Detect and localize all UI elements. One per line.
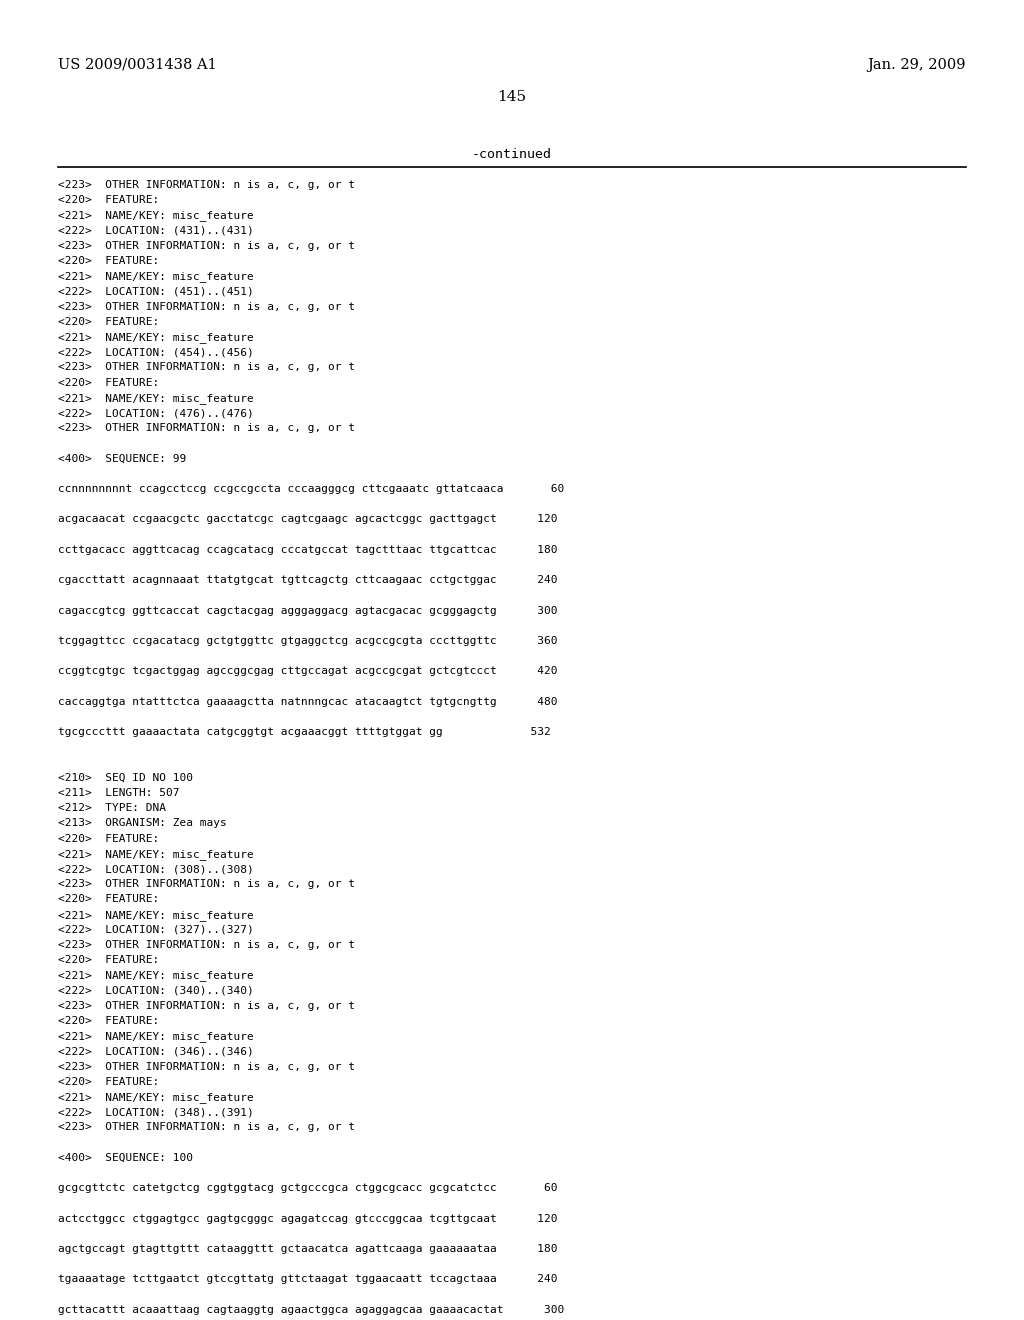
Text: <221>  NAME/KEY: misc_feature: <221> NAME/KEY: misc_feature (58, 909, 254, 920)
Text: <220>  FEATURE:: <220> FEATURE: (58, 378, 160, 388)
Text: <223>  OTHER INFORMATION: n is a, c, g, or t: <223> OTHER INFORMATION: n is a, c, g, o… (58, 879, 355, 890)
Text: <221>  NAME/KEY: misc_feature: <221> NAME/KEY: misc_feature (58, 1031, 254, 1041)
Text: actcctggcc ctggagtgcc gagtgcgggc agagatccag gtcccggcaa tcgttgcaat      120: actcctggcc ctggagtgcc gagtgcgggc agagatc… (58, 1213, 557, 1224)
Text: Jan. 29, 2009: Jan. 29, 2009 (867, 58, 966, 73)
Text: cagaccgtcg ggttcaccat cagctacgag agggaggacg agtacgacac gcgggagctg      300: cagaccgtcg ggttcaccat cagctacgag agggagg… (58, 606, 557, 615)
Text: agctgccagt gtagttgttt cataaggttt gctaacatca agattcaaga gaaaaaataa      180: agctgccagt gtagttgttt cataaggttt gctaaca… (58, 1243, 557, 1254)
Text: <223>  OTHER INFORMATION: n is a, c, g, or t: <223> OTHER INFORMATION: n is a, c, g, o… (58, 1001, 355, 1011)
Text: <222>  LOCATION: (454)..(456): <222> LOCATION: (454)..(456) (58, 347, 254, 358)
Text: <400>  SEQUENCE: 99: <400> SEQUENCE: 99 (58, 454, 186, 463)
Text: <221>  NAME/KEY: misc_feature: <221> NAME/KEY: misc_feature (58, 970, 254, 981)
Text: <221>  NAME/KEY: misc_feature: <221> NAME/KEY: misc_feature (58, 393, 254, 404)
Text: <222>  LOCATION: (431)..(431): <222> LOCATION: (431)..(431) (58, 226, 254, 235)
Text: 145: 145 (498, 90, 526, 104)
Text: caccaggtga ntatttctca gaaaagctta natnnngcac atacaagtct tgtgcngttg      480: caccaggtga ntatttctca gaaaagctta natnnng… (58, 697, 557, 706)
Text: <220>  FEATURE:: <220> FEATURE: (58, 1016, 160, 1026)
Text: <221>  NAME/KEY: misc_feature: <221> NAME/KEY: misc_feature (58, 333, 254, 343)
Text: <221>  NAME/KEY: misc_feature: <221> NAME/KEY: misc_feature (58, 849, 254, 859)
Text: acgacaacat ccgaacgctc gacctatcgc cagtcgaagc agcactcggc gacttgagct      120: acgacaacat ccgaacgctc gacctatcgc cagtcga… (58, 515, 557, 524)
Text: <223>  OTHER INFORMATION: n is a, c, g, or t: <223> OTHER INFORMATION: n is a, c, g, o… (58, 1122, 355, 1133)
Text: <220>  FEATURE:: <220> FEATURE: (58, 1077, 160, 1086)
Text: <220>  FEATURE:: <220> FEATURE: (58, 256, 160, 267)
Text: gcgcgttctc catetgctcg cggtggtacg gctgcccgca ctggcgcacc gcgcatctcc       60: gcgcgttctc catetgctcg cggtggtacg gctgccc… (58, 1183, 557, 1193)
Text: <212>  TYPE: DNA: <212> TYPE: DNA (58, 803, 166, 813)
Text: ccttgacacc aggttcacag ccagcatacg cccatgccat tagctttaac ttgcattcac      180: ccttgacacc aggttcacag ccagcatacg cccatgc… (58, 545, 557, 554)
Text: tcggagttcc ccgacatacg gctgtggttc gtgaggctcg acgccgcgta cccttggttc      360: tcggagttcc ccgacatacg gctgtggttc gtgaggc… (58, 636, 557, 645)
Text: <220>  FEATURE:: <220> FEATURE: (58, 956, 160, 965)
Text: -continued: -continued (472, 148, 552, 161)
Text: tgcgcccttt gaaaactata catgcggtgt acgaaacggt ttttgtggat gg             532: tgcgcccttt gaaaactata catgcggtgt acgaaac… (58, 727, 551, 737)
Text: <222>  LOCATION: (346)..(346): <222> LOCATION: (346)..(346) (58, 1047, 254, 1056)
Text: <220>  FEATURE:: <220> FEATURE: (58, 195, 160, 205)
Text: <223>  OTHER INFORMATION: n is a, c, g, or t: <223> OTHER INFORMATION: n is a, c, g, o… (58, 301, 355, 312)
Text: <223>  OTHER INFORMATION: n is a, c, g, or t: <223> OTHER INFORMATION: n is a, c, g, o… (58, 363, 355, 372)
Text: ccnnnnnnnnt ccagcctccg ccgccgccta cccaagggcg cttcgaaatc gttatcaaca       60: ccnnnnnnnnt ccagcctccg ccgccgccta cccaag… (58, 484, 564, 494)
Text: <222>  LOCATION: (308)..(308): <222> LOCATION: (308)..(308) (58, 865, 254, 874)
Text: <223>  OTHER INFORMATION: n is a, c, g, or t: <223> OTHER INFORMATION: n is a, c, g, o… (58, 940, 355, 950)
Text: <221>  NAME/KEY: misc_feature: <221> NAME/KEY: misc_feature (58, 210, 254, 222)
Text: <221>  NAME/KEY: misc_feature: <221> NAME/KEY: misc_feature (58, 1092, 254, 1104)
Text: <220>  FEATURE:: <220> FEATURE: (58, 895, 160, 904)
Text: <223>  OTHER INFORMATION: n is a, c, g, or t: <223> OTHER INFORMATION: n is a, c, g, o… (58, 1061, 355, 1072)
Text: <222>  LOCATION: (348)..(391): <222> LOCATION: (348)..(391) (58, 1107, 254, 1117)
Text: ccggtcgtgc tcgactggag agccggcgag cttgccagat acgccgcgat gctcgtccct      420: ccggtcgtgc tcgactggag agccggcgag cttgcca… (58, 667, 557, 676)
Text: <220>  FEATURE:: <220> FEATURE: (58, 834, 160, 843)
Text: gcttacattt acaaattaag cagtaaggtg agaactggca agaggagcaa gaaaacactat      300: gcttacattt acaaattaag cagtaaggtg agaactg… (58, 1304, 564, 1315)
Text: <400>  SEQUENCE: 100: <400> SEQUENCE: 100 (58, 1152, 193, 1163)
Text: <223>  OTHER INFORMATION: n is a, c, g, or t: <223> OTHER INFORMATION: n is a, c, g, o… (58, 424, 355, 433)
Text: <222>  LOCATION: (327)..(327): <222> LOCATION: (327)..(327) (58, 925, 254, 935)
Text: <220>  FEATURE:: <220> FEATURE: (58, 317, 160, 327)
Text: <222>  LOCATION: (451)..(451): <222> LOCATION: (451)..(451) (58, 286, 254, 297)
Text: US 2009/0031438 A1: US 2009/0031438 A1 (58, 58, 217, 73)
Text: <222>  LOCATION: (340)..(340): <222> LOCATION: (340)..(340) (58, 986, 254, 995)
Text: <221>  NAME/KEY: misc_feature: <221> NAME/KEY: misc_feature (58, 271, 254, 282)
Text: <223>  OTHER INFORMATION: n is a, c, g, or t: <223> OTHER INFORMATION: n is a, c, g, o… (58, 180, 355, 190)
Text: <211>  LENGTH: 507: <211> LENGTH: 507 (58, 788, 179, 799)
Text: cgaccttatt acagnnaaat ttatgtgcat tgttcagctg cttcaagaac cctgctggac      240: cgaccttatt acagnnaaat ttatgtgcat tgttcag… (58, 576, 557, 585)
Text: <210>  SEQ ID NO 100: <210> SEQ ID NO 100 (58, 772, 193, 783)
Text: <223>  OTHER INFORMATION: n is a, c, g, or t: <223> OTHER INFORMATION: n is a, c, g, o… (58, 240, 355, 251)
Text: <213>  ORGANISM: Zea mays: <213> ORGANISM: Zea mays (58, 818, 226, 829)
Text: tgaaaatage tcttgaatct gtccgttatg gttctaagat tggaacaatt tccagctaaa      240: tgaaaatage tcttgaatct gtccgttatg gttctaa… (58, 1274, 557, 1284)
Text: <222>  LOCATION: (476)..(476): <222> LOCATION: (476)..(476) (58, 408, 254, 418)
